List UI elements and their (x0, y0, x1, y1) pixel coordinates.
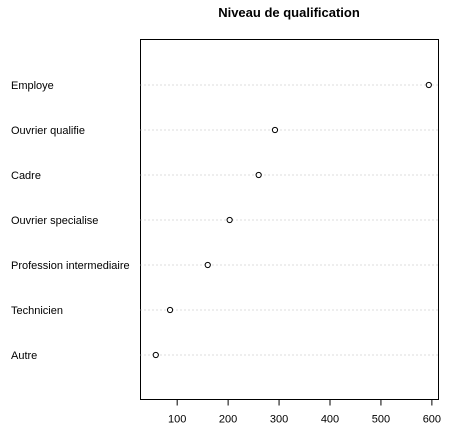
data-point (425, 81, 432, 89)
x-tick-label: 600 (423, 414, 441, 426)
x-tick-label: 400 (321, 414, 339, 426)
x-tick-label: 500 (372, 414, 390, 426)
data-point (152, 351, 159, 359)
data-points (152, 81, 432, 359)
category-label: Profession intermediaire (11, 260, 130, 272)
category-label: Autre (11, 350, 37, 362)
category-label: Technicien (11, 305, 63, 317)
guide-lines (140, 84, 439, 356)
category-label: Employe (11, 80, 54, 92)
category-labels: Employe Ouvrier qualifie Cadre Ouvrier spec… (11, 80, 130, 362)
category-label: Ouvrier specialise (11, 215, 98, 227)
chart-title: Niveau de qualification (218, 5, 360, 20)
data-point (271, 126, 279, 134)
category-label: Cadre (11, 170, 41, 182)
data-point (226, 216, 233, 224)
x-axis: 100 200 300 400 500 600 (168, 399, 441, 426)
data-point (204, 261, 211, 269)
x-tick-label: 300 (270, 414, 288, 426)
data-point (166, 306, 174, 314)
data-point (255, 171, 262, 179)
x-tick-label: 100 (168, 414, 186, 426)
category-label: Ouvrier qualifie (11, 125, 85, 137)
x-tick-label: 200 (219, 414, 237, 426)
